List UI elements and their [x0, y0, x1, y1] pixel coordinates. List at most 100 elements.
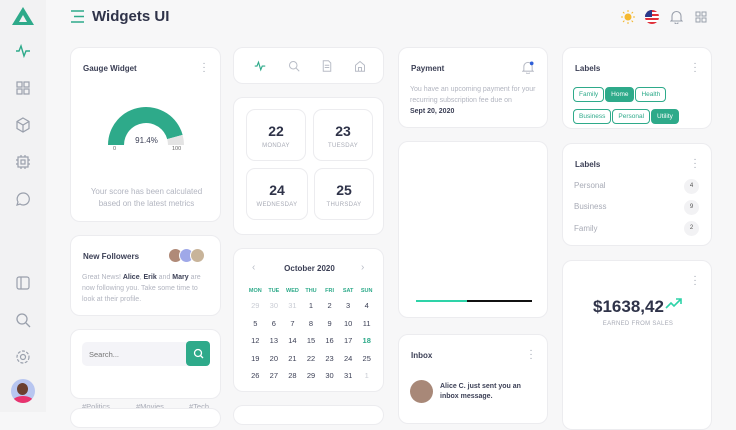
calendar-day[interactable]: 21 [288, 353, 297, 363]
box-icon[interactable] [15, 117, 31, 133]
more-icon[interactable]: · · · [693, 154, 697, 173]
tab-activity-icon[interactable] [254, 60, 266, 72]
label-counts-widget: Labels · · · Personal 4 Business 9 Family … [562, 143, 712, 246]
weekday-label: TUE [268, 288, 280, 294]
bell-icon[interactable] [522, 61, 534, 74]
calendar-day[interactable]: 17 [343, 336, 353, 345]
menu-icon[interactable] [71, 10, 85, 23]
layout-icon[interactable] [15, 275, 31, 291]
label-chip[interactable]: Business [573, 109, 612, 124]
avatar [410, 380, 433, 403]
gauge-min: 0 [113, 146, 117, 152]
payment-title: Payment [411, 64, 445, 73]
gauge-title: Gauge Widget [83, 64, 137, 73]
calendar-day-today[interactable]: 18 [362, 336, 371, 345]
calendar-day[interactable]: 3 [346, 301, 351, 310]
gauge-widget: Gauge Widget · · · 91.4% 0 100 Your score … [70, 47, 221, 222]
tab-search-icon[interactable] [288, 60, 300, 72]
calendar-day[interactable]: 1 [364, 371, 369, 380]
calendar-day[interactable]: 29 [306, 371, 316, 380]
grid-icon[interactable] [15, 80, 31, 96]
label-chip[interactable]: Health [635, 87, 667, 102]
inbox-message[interactable]: Alice C. just sent you an inbox message. [440, 383, 521, 400]
chat-icon[interactable] [15, 191, 31, 207]
next-month-button[interactable]: › [361, 262, 365, 273]
search-widget: #Politics #Movies #Tech [70, 329, 221, 411]
labels-widget: Labels · · · Family Home Health Business Perso… [562, 47, 712, 129]
cpu-icon[interactable] [15, 154, 31, 170]
more-icon[interactable]: · · · [693, 58, 697, 77]
prev-month-button[interactable]: ‹ [252, 262, 256, 273]
calendar-day[interactable]: 20 [269, 353, 279, 363]
calendar-day[interactable]: 24 [343, 353, 353, 363]
label-chip[interactable]: Utility [651, 109, 679, 124]
tag-link[interactable]: #Politics [82, 402, 110, 411]
tab-file-icon[interactable] [321, 60, 333, 72]
calendar-day[interactable]: 16 [325, 336, 334, 345]
sidebar [0, 0, 46, 412]
weekday-label: SAT [342, 288, 354, 294]
calendar-day[interactable]: 6 [271, 318, 276, 328]
sun-icon[interactable] [621, 10, 635, 24]
calendar-day[interactable]: 10 [343, 318, 353, 328]
calendar-day[interactable]: 13 [269, 336, 279, 345]
bell-icon[interactable] [670, 10, 683, 24]
calendar-day[interactable]: 15 [306, 336, 316, 345]
day-card[interactable]: 24 WEDNESDAY [246, 168, 308, 220]
calendar-day[interactable]: 31 [288, 301, 297, 310]
calendar-day[interactable]: 31 [343, 371, 353, 380]
day-card[interactable]: 22 MONDAY [246, 109, 306, 161]
calendar-day[interactable]: 12 [251, 336, 260, 345]
settings-icon[interactable] [15, 349, 31, 365]
more-icon[interactable]: · · · [693, 271, 697, 290]
day-card[interactable]: 25 THURSDAY [314, 168, 374, 220]
label-chip[interactable]: Personal [612, 109, 651, 124]
search-input[interactable] [82, 342, 188, 366]
calendar-day[interactable]: 25 [362, 353, 371, 363]
label-chip[interactable]: Home [605, 87, 635, 102]
day-card[interactable]: 23 TUESDAY [313, 109, 373, 161]
apps-grid-icon[interactable] [695, 11, 707, 23]
calendar-day[interactable]: 9 [327, 318, 332, 328]
calendar-day[interactable]: 26 [251, 371, 260, 380]
calendar-day[interactable]: 1 [308, 301, 314, 310]
calendar-day[interactable]: 11 [362, 318, 371, 328]
inbox-widget: Inbox · · · Alice C. just sent you an inbo… [398, 334, 548, 424]
followers-title: New Followers [83, 252, 140, 261]
calendar-day[interactable]: 4 [364, 301, 369, 310]
tab-home-icon[interactable] [354, 60, 366, 72]
label-chip[interactable]: Family [573, 87, 605, 102]
calendar-day[interactable]: 14 [288, 336, 297, 345]
calendar-day[interactable]: 2 [327, 301, 332, 310]
tag-link[interactable]: #Movies [136, 402, 164, 411]
search-icon[interactable] [15, 312, 31, 328]
weekday-label: WED [286, 288, 299, 294]
sales-widget: · · · $1638,42 EARNED FROM SALES [562, 260, 712, 430]
avatar[interactable] [11, 379, 35, 403]
us-flag-icon[interactable] [645, 10, 659, 24]
gauge-fill [108, 107, 183, 145]
calendar-day[interactable]: 5 [253, 318, 258, 328]
calendar-day[interactable]: 19 [251, 353, 260, 363]
calendar-day[interactable]: 27 [269, 371, 279, 380]
calendar-day[interactable]: 28 [288, 371, 297, 380]
calendar-day[interactable]: 7 [290, 318, 295, 328]
calendar-day[interactable]: 29 [251, 301, 260, 310]
calendar-day[interactable]: 8 [308, 318, 314, 328]
calendar-day[interactable]: 30 [325, 371, 334, 380]
gauge-value: 91.4% [135, 136, 158, 145]
tag-link[interactable]: #Tech [189, 402, 210, 411]
calendar-day[interactable]: 22 [306, 353, 316, 363]
activity-icon[interactable] [15, 43, 31, 59]
more-icon[interactable]: · · · [202, 58, 206, 77]
calendar-day[interactable]: 30 [269, 301, 279, 310]
inbox-title: Inbox [411, 351, 433, 360]
label-item[interactable]: Business [574, 202, 607, 211]
label-item[interactable]: Family [574, 224, 598, 233]
search-button[interactable] [186, 341, 210, 366]
calendar-day[interactable]: 23 [325, 353, 334, 363]
gauge-remainder [167, 134, 184, 145]
label-item[interactable]: Personal [574, 181, 606, 190]
widget-card [233, 405, 384, 425]
more-icon[interactable]: · · · [529, 345, 533, 364]
